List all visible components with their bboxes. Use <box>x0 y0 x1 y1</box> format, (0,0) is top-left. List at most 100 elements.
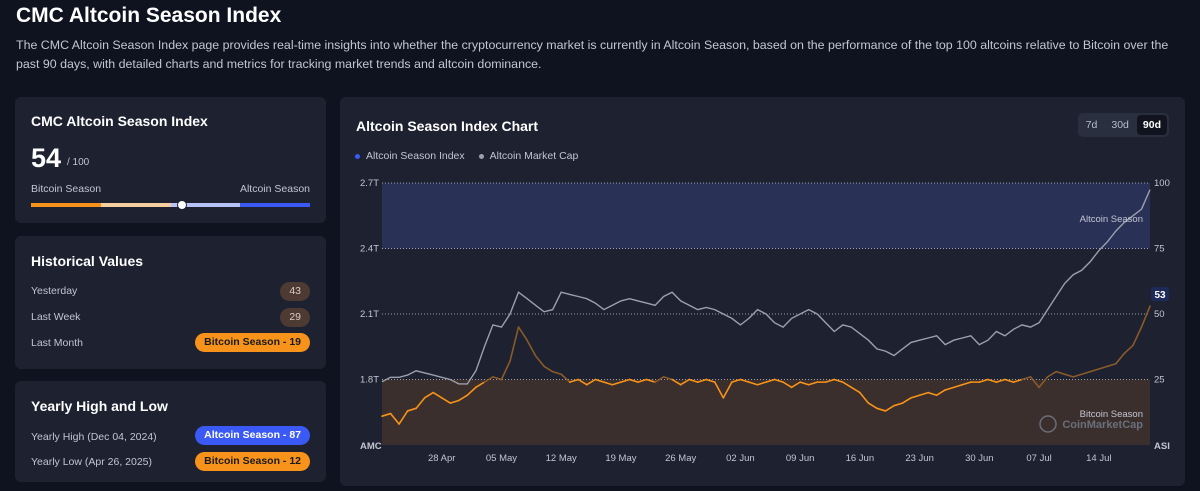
series-segment-index <box>859 391 870 404</box>
legend-item-market-cap[interactable]: Altcoin Market Cap <box>478 150 578 162</box>
bitcoin-season-zone-label: Bitcoin Season <box>1080 409 1143 420</box>
right-axis-label: ASI <box>1154 441 1170 452</box>
series-segment-index <box>517 326 528 341</box>
gauge-segment-altcoin-light <box>170 203 241 207</box>
series-segment-index <box>739 378 750 383</box>
series-segment-index <box>1123 344 1134 355</box>
gauge-knob <box>176 200 187 210</box>
historical-row-value: 29 <box>280 308 310 327</box>
tab-30d[interactable]: 30d <box>1111 119 1129 131</box>
gauge-segment-altcoin <box>240 203 310 207</box>
historical-row-value: Bitcoin Season - 19 <box>195 333 310 352</box>
series-segment-index <box>824 378 836 383</box>
legend-item-index[interactable]: Altcoin Season Index <box>355 150 465 162</box>
x-tick-label: 23 Jun <box>905 453 934 464</box>
series-segment-index <box>978 378 989 383</box>
series-segment-index <box>1055 370 1066 376</box>
series-segment-index <box>423 391 434 399</box>
chart-title: Altcoin Season Index Chart <box>356 118 539 134</box>
series-segment-index <box>807 381 819 386</box>
series-segment-index <box>492 376 503 381</box>
y-left-tick-label: 2.4T <box>360 244 379 255</box>
series-segment-index <box>790 381 801 389</box>
series-segment-index <box>654 376 665 383</box>
series-segment-index <box>381 412 392 417</box>
series-segment-index <box>1012 378 1023 383</box>
series-segment-index <box>910 394 921 399</box>
series-segment-index <box>679 378 691 386</box>
series-segment-index <box>466 386 477 397</box>
page-title: CMC Altcoin Season Index <box>16 4 282 27</box>
series-segment-index <box>406 407 417 412</box>
historical-title: Historical Values <box>31 253 144 269</box>
series-segment-index <box>1063 373 1075 378</box>
index-denominator: / 100 <box>67 157 90 168</box>
series-segment-index <box>526 339 537 357</box>
series-segment-index <box>893 402 904 407</box>
x-tick-label: 05 May <box>486 453 517 464</box>
x-tick-label: 12 May <box>546 453 577 464</box>
yearly-title: Yearly High and Low <box>31 398 168 414</box>
x-tick-label: 14 Jul <box>1086 453 1111 464</box>
yearly-high-value: Altcoin Season - 87 <box>195 426 310 445</box>
series-segment-index <box>1140 305 1151 328</box>
series-segment-index <box>586 378 597 386</box>
series-segment-index <box>594 378 605 383</box>
series-segment-index <box>713 381 725 399</box>
tab-7d[interactable]: 7d <box>1085 119 1098 131</box>
series-segment-index <box>1106 362 1117 368</box>
series-segment-index <box>918 391 929 397</box>
historical-row-label: Last Week <box>31 311 81 323</box>
current-value-label: 53 <box>1154 290 1166 301</box>
series-segment-index <box>901 397 912 404</box>
x-tick-label: 02 Jun <box>726 453 755 464</box>
y-right-tick-label: 75 <box>1154 244 1165 255</box>
bitcoin-season-label: Bitcoin Season <box>31 183 102 195</box>
series-segment-index <box>440 397 452 404</box>
series-segment-index <box>833 378 844 383</box>
x-tick-label: 26 May <box>665 453 696 464</box>
series-segment-index <box>850 386 861 394</box>
current-value-badge <box>1151 287 1169 302</box>
series-segment-index <box>628 378 639 383</box>
series-segment-index <box>1072 373 1083 378</box>
series-segment-index <box>1029 376 1040 389</box>
legend-label: Altcoin Season Index <box>366 150 465 162</box>
altcoin-season-chart: 1.8T 2.1T 2.4T 2.7T 25 50 75 100 AMC ASI 28 Apr 05 … <box>360 178 1170 464</box>
yearly-high-label: Yearly High (Dec 04, 2024) <box>31 431 157 443</box>
series-segment-index <box>415 397 426 410</box>
tab-90d[interactable]: 90d <box>1136 115 1167 135</box>
x-tick-label: 28 Apr <box>428 453 455 464</box>
y-left-tick-label: 2.1T <box>360 309 379 320</box>
series-segment-index <box>765 378 776 383</box>
series-segment-index <box>722 381 733 399</box>
series-segment-index <box>432 391 443 399</box>
series-segment-index <box>1021 376 1032 381</box>
y-right-tick-label: 25 <box>1154 375 1165 386</box>
series-segment-index <box>500 360 511 381</box>
series-segment-index <box>551 370 562 376</box>
page-description: The CMC Altcoin Season Index page provid… <box>16 38 1169 71</box>
series-segment-index <box>782 381 793 389</box>
yearly-low-value: Bitcoin Season - 12 <box>195 452 310 471</box>
series-segment-index <box>961 381 972 386</box>
historical-row-value: 43 <box>280 282 310 301</box>
x-tick-label: 09 Jun <box>786 453 815 464</box>
series-segment-index <box>560 373 571 383</box>
series-segment-index <box>773 378 784 383</box>
series-line-market-cap <box>381 189 1151 385</box>
altcoin-season-zone <box>382 183 1150 249</box>
x-tick-label: 07 Jul <box>1026 453 1051 464</box>
series-segment-index <box>1097 365 1109 370</box>
series-segment-index <box>603 381 614 386</box>
index-card: CMC Altcoin Season Index 54 / 100 Bitcoi… <box>15 97 326 223</box>
coinmarketcap-logo-icon <box>1039 415 1057 433</box>
series-segment-index <box>509 326 520 362</box>
y-right-tick-label: 50 <box>1154 309 1165 320</box>
historical-values-card: Historical Values Yesterday 43 Last Week… <box>15 236 326 369</box>
series-segment-index <box>662 376 673 381</box>
series-segment-index <box>671 378 682 386</box>
series-segment-index <box>458 394 469 402</box>
series-segment-index <box>731 378 742 383</box>
historical-row-label: Last Month <box>31 337 83 349</box>
